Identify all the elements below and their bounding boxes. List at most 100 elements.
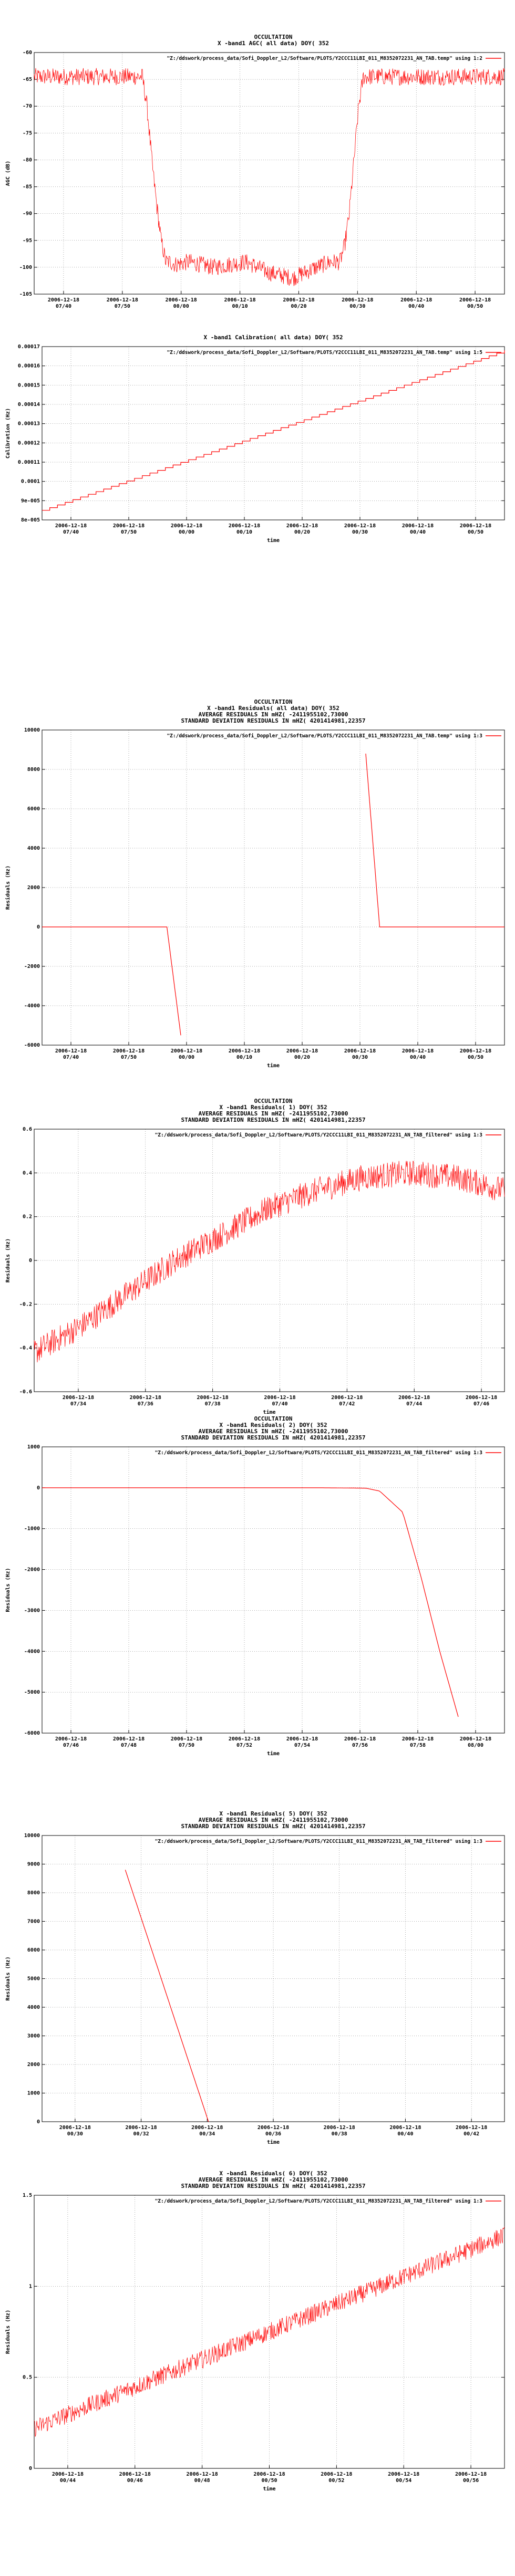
x-tick-label-date: 2006-12-18 — [344, 1736, 376, 1742]
x-tick-label-time: 00/10 — [236, 529, 252, 535]
y-tick-label: 0 — [37, 2119, 40, 2125]
y-axis-label: Residuals (Hz) — [5, 1956, 11, 2000]
x-tick-label-time: 07/46 — [63, 1743, 79, 1748]
y-tick-label: 0.00012 — [18, 440, 40, 446]
x-tick-label-time: 08/00 — [468, 1743, 483, 1748]
x-axis-label: time — [267, 537, 280, 544]
x-tick-label-date: 2006-12-18 — [388, 2471, 419, 2477]
series-line — [34, 2226, 505, 2437]
y-tick-label: 6000 — [27, 1947, 40, 1953]
x-tick-label-date: 2006-12-18 — [55, 1048, 87, 1054]
chart-title-line: X -band1 Residuals( 2) DOY( 352 — [219, 1422, 327, 1428]
legend-label: "Z:/ddswork/process_data/Sofi_Doppler_L2… — [155, 2198, 483, 2204]
chart-title-line: STANDARD DEVIATION RESIDUALS IN mHZ( 420… — [181, 1117, 366, 1123]
x-tick-label-date: 2006-12-18 — [456, 2125, 487, 2131]
y-tick-label: 5000 — [27, 1976, 40, 1982]
x-axis-label: time — [267, 1750, 280, 1757]
x-tick-label-time: 07/44 — [406, 1401, 422, 1407]
x-tick-label-time: 00/50 — [468, 1055, 483, 1060]
x-tick-label-time: 00/00 — [179, 1055, 194, 1060]
x-tick-label-time: 00/32 — [133, 2131, 149, 2137]
x-tick-label-date: 2006-12-18 — [113, 523, 145, 529]
x-tick-label-time: 00/36 — [265, 2131, 281, 2137]
x-tick-label-date: 2006-12-18 — [55, 523, 87, 529]
x-tick-label-time: 07/42 — [339, 1401, 355, 1407]
legend-label: "Z:/ddswork/process_data/Sofi_Doppler_L2… — [167, 733, 482, 739]
y-tick-label: 10000 — [24, 727, 40, 733]
x-tick-label-time: 00/52 — [328, 2478, 344, 2484]
y-tick-label: 0.00015 — [18, 382, 40, 388]
x-tick-label-date: 2006-12-18 — [171, 1048, 202, 1054]
x-tick-label-time: 00/40 — [408, 304, 424, 309]
legend-label: "Z:/ddswork/process_data/Sofi_Doppler_L2… — [155, 1839, 483, 1844]
x-tick-label-date: 2006-12-18 — [460, 523, 491, 529]
chart-title-line: STANDARD DEVIATION RESIDUALS IN mHZ( 420… — [181, 717, 366, 724]
y-tick-label: 0 — [37, 924, 40, 930]
y-tick-label: -3000 — [24, 1608, 40, 1613]
y-tick-label: 0.00017 — [18, 344, 40, 350]
y-tick-label: -2000 — [24, 964, 40, 969]
x-tick-label-time: 00/48 — [194, 2478, 210, 2484]
chart-title-line: X -band1 Residuals( 5) DOY( 352 — [219, 1810, 327, 1817]
chart-title-line: AVERAGE RESIDUALS IN mHZ( -2411955102,73… — [199, 1817, 348, 1823]
x-tick-label-date: 2006-12-18 — [460, 1736, 491, 1742]
x-tick-label-time: 00/30 — [352, 1055, 368, 1060]
chart-title-line: AVERAGE RESIDUALS IN mHZ( -2411955102,73… — [199, 1428, 348, 1435]
x-tick-label-time: 00/20 — [294, 1055, 310, 1060]
x-tick-label-time: 00/40 — [410, 1055, 426, 1060]
x-axis-label: time — [267, 2139, 280, 2145]
y-tick-label: -65 — [23, 77, 32, 82]
x-tick-label-time: 07/56 — [352, 1743, 368, 1748]
y-tick-label: 7000 — [27, 1919, 40, 1925]
x-axis-label: time — [267, 1062, 280, 1069]
y-tick-label: 1000 — [27, 1444, 40, 1450]
chart-title-line: OCCULTATION — [254, 1415, 293, 1422]
y-tick-label: 0.00014 — [18, 402, 40, 408]
x-tick-label-date: 2006-12-18 — [191, 2125, 223, 2131]
y-tick-label: -85 — [23, 184, 32, 190]
y-tick-label: 10000 — [24, 1833, 40, 1839]
x-tick-label-time: 07/50 — [121, 529, 137, 535]
x-tick-label-time: 07/34 — [70, 1401, 86, 1407]
y-tick-label: 0 — [29, 2466, 32, 2471]
x-tick-label-date: 2006-12-18 — [224, 297, 255, 303]
y-tick-label: 8e-005 — [21, 517, 40, 523]
x-tick-label-time: 00/20 — [294, 529, 310, 535]
x-tick-label-time: 00/54 — [396, 2478, 411, 2484]
x-tick-label-time: 07/40 — [272, 1401, 287, 1407]
y-tick-label: -4000 — [24, 1003, 40, 1009]
y-tick-label: 0.5 — [23, 2375, 32, 2381]
y-axis-label: Calibration (Hz) — [5, 408, 11, 458]
y-tick-label: -6000 — [24, 1730, 40, 1736]
x-tick-label-date: 2006-12-18 — [321, 2471, 352, 2477]
x-tick-label-time: 00/44 — [60, 2478, 76, 2484]
x-tick-label-date: 2006-12-18 — [197, 1395, 229, 1401]
x-tick-label-date: 2006-12-18 — [331, 1395, 363, 1401]
x-tick-label-time: 07/40 — [63, 529, 79, 535]
x-tick-label-date: 2006-12-18 — [459, 297, 491, 303]
series-line — [42, 350, 505, 511]
x-tick-label-time: 00/40 — [397, 2131, 413, 2137]
plot-frame — [42, 1446, 505, 1734]
x-tick-label-time: 00/42 — [464, 2131, 479, 2137]
y-tick-label: -0.6 — [19, 1389, 32, 1395]
x-tick-label-time: 00/00 — [179, 529, 194, 535]
x-tick-label-time: 07/36 — [138, 1401, 153, 1407]
chart-title-line: OCCULTATION — [254, 698, 293, 705]
x-tick-label-time: 07/58 — [410, 1743, 426, 1748]
y-tick-label: 0.00016 — [18, 363, 40, 369]
chart-title-line: X -band1 AGC( all data) DOY( 352 — [218, 40, 329, 47]
legend-label: "Z:/ddswork/process_data/Sofi_Doppler_L2… — [167, 350, 482, 356]
series-line — [34, 68, 505, 286]
y-tick-label: -5000 — [24, 1689, 40, 1695]
x-tick-label-date: 2006-12-18 — [402, 1736, 434, 1742]
x-tick-label-date: 2006-12-18 — [344, 523, 376, 529]
y-tick-label: -80 — [23, 157, 32, 163]
x-tick-label-time: 07/50 — [121, 1055, 137, 1060]
x-tick-label-date: 2006-12-18 — [286, 1048, 318, 1054]
chart-title-line: OCCULTATION — [254, 1098, 293, 1104]
